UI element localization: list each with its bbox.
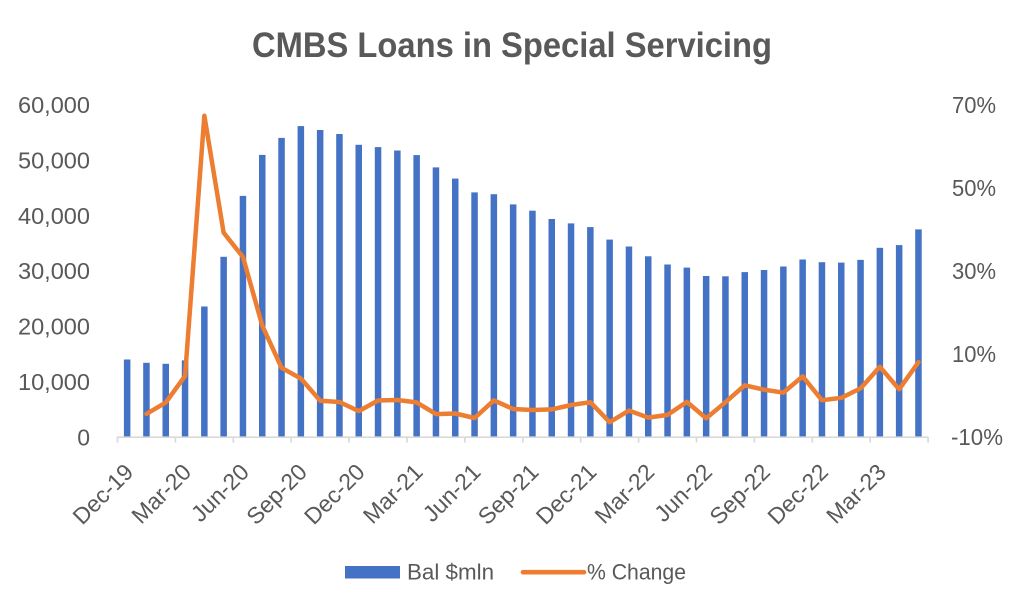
svg-text:30%: 30% [952,258,996,284]
svg-text:-10%: -10% [951,424,1003,450]
svg-text:60,000: 60,000 [18,92,90,118]
svg-text:50,000: 50,000 [18,147,90,173]
svg-text:10,000: 10,000 [18,369,90,395]
svg-text:20,000: 20,000 [18,314,90,340]
svg-text:CMBS Loans in Special Servicin: CMBS Loans in Special Servicing [252,26,772,65]
svg-text:Sep-20: Sep-20 [241,459,312,530]
svg-text:Dec-22: Dec-22 [762,459,833,530]
svg-text:70%: 70% [952,92,996,118]
svg-text:Mar-22: Mar-22 [589,459,659,529]
svg-text:30,000: 30,000 [18,258,90,284]
svg-text:% Change: % Change [587,560,686,585]
svg-text:Dec-20: Dec-20 [299,459,370,530]
svg-text:Mar-20: Mar-20 [126,459,196,529]
svg-text:Jun-20: Jun-20 [186,459,254,527]
svg-text:10%: 10% [952,341,996,367]
svg-text:Jun-21: Jun-21 [418,459,486,527]
svg-text:Jun-22: Jun-22 [649,459,717,527]
svg-text:Sep-21: Sep-21 [473,459,544,530]
svg-text:50%: 50% [952,175,996,201]
svg-text:0: 0 [77,425,90,451]
svg-text:Bal $mln: Bal $mln [407,560,494,585]
svg-text:Mar-21: Mar-21 [358,459,428,529]
svg-text:Sep-22: Sep-22 [704,459,775,530]
svg-text:Dec-19: Dec-19 [67,459,138,530]
svg-text:40,000: 40,000 [18,203,90,229]
svg-text:Dec-21: Dec-21 [531,459,602,530]
svg-text:Mar-23: Mar-23 [821,459,891,529]
